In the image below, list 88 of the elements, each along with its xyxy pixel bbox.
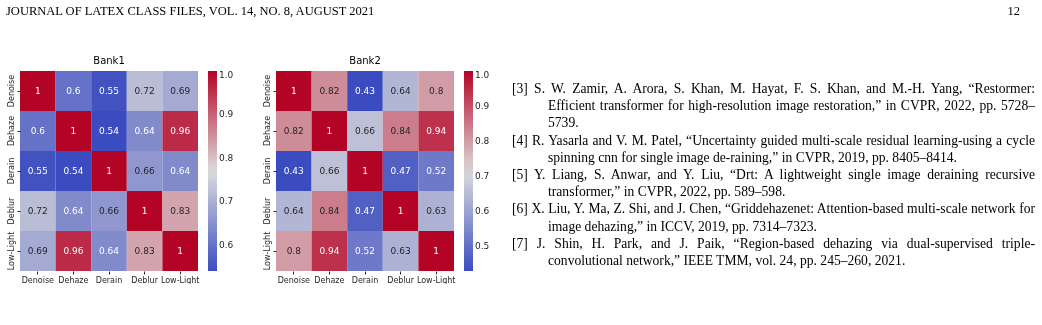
y-tick-label: Deblur — [6, 196, 16, 225]
data-label: 0.8 — [429, 86, 444, 96]
data-label: 1 — [70, 126, 77, 136]
data-label: 0.84 — [319, 206, 340, 216]
y-tick-label: Deblur — [262, 196, 272, 225]
color-bar-label: 0.9 — [219, 109, 234, 120]
data-label: 1 — [106, 166, 112, 176]
data-label: 0.54 — [63, 166, 84, 176]
data-label: 0.82 — [283, 126, 304, 136]
data-label: 1 — [141, 206, 148, 216]
data-label: 0.47 — [354, 206, 376, 216]
color-bar-label: 0.6 — [219, 239, 234, 250]
data-label: 1 — [433, 246, 440, 256]
data-label: 0.43 — [283, 166, 304, 176]
data-label: 0.63 — [426, 206, 447, 216]
y-tick-label: Derain — [6, 157, 16, 185]
color-bar-label: 0.8 — [219, 152, 234, 163]
x-tick-label: Deblur — [131, 275, 159, 285]
data-label: 0.96 — [63, 246, 84, 256]
color-bar-label: 0.7 — [219, 196, 234, 207]
color-bar-label: 1.0 — [219, 70, 234, 80]
x-tick-label: Derain — [351, 275, 379, 285]
data-label: 0.54 — [98, 126, 120, 136]
color-bar-label: 0.9 — [475, 101, 490, 112]
x-tick-label: Derain — [95, 275, 123, 285]
data-label: 0.66 — [319, 166, 340, 176]
text: JOURNAL OF LATEX CLASS FILES, VOL. 14, NO. 8, AUGUST 2021 — [6, 4, 375, 19]
text: 12 — [1007, 4, 1020, 19]
data-label: 0.6 — [30, 126, 46, 136]
data-label: 0.66 — [354, 126, 376, 136]
y-tick-label: Dehaze — [262, 115, 272, 147]
text: [3] S. W. Zamir, A. Arora, S. Khan, M. Hayat, F. S. Khan, and M.-H. Yang, “Restormer: Efficient transformer for high-resolution image restoration,” in CVPR, 2022, pp. 5728–5739. — [512, 80, 1035, 132]
color-bar-label: 0.6 — [475, 206, 490, 217]
color-bar-label: 1.0 — [475, 70, 490, 80]
data-label: 0.64 — [134, 126, 155, 136]
color-bar-label: 0.7 — [475, 171, 490, 182]
x-tick-label: Low-Light — [416, 275, 456, 285]
data-label: 0.64 — [170, 166, 191, 176]
text: [6] X. Liu, Y. Ma, Z. Shi, and J. Chen, “Griddehazenet: Attention-based multi-scale network for image dehazing,” in ICCV, 2019, pp. 7314–7323. — [512, 200, 1035, 235]
data-label: 1 — [290, 86, 297, 96]
data-label: 1 — [34, 86, 41, 96]
data-label: 1 — [362, 166, 368, 176]
data-label: 1 — [397, 206, 404, 216]
data-label: 0.64 — [98, 246, 120, 256]
data-label: 0.64 — [283, 206, 305, 216]
data-label: 0.83 — [170, 206, 191, 216]
color-bar-label: 0.5 — [475, 241, 490, 252]
data-label: 0.94 — [319, 246, 340, 256]
x-tick-label: Low-Light — [160, 275, 200, 285]
y-tick-label: Derain — [262, 157, 272, 185]
x-tick-label: Denoise — [21, 275, 55, 285]
data-label: 0.72 — [134, 86, 155, 96]
data-label: 0.8 — [286, 246, 302, 256]
color-bar-label: 0.8 — [475, 136, 490, 147]
data-label: 0.82 — [319, 86, 340, 96]
data-label: 0.52 — [354, 246, 376, 256]
data-label: 0.94 — [426, 126, 447, 136]
data-label: 0.96 — [170, 126, 191, 136]
text: [4] R. Yasarla and V. M. Patel, “Uncertainty guided multi-scale residual learning-using a cycle spinning cnn for single image de-raining,” in CVPR, 2019, pp. 8405–8414. — [512, 131, 1035, 167]
data-label: 0.52 — [426, 166, 447, 176]
y-tick-label: Dehaze — [6, 115, 16, 147]
data-label: 0.47 — [390, 166, 411, 176]
data-label: 0.83 — [134, 246, 155, 256]
data-label: 0.43 — [354, 86, 376, 96]
text: [5] Y. Liang, S. Anwar, and Y. Liu, “Drt: A lightweight single image deraining recursive transformer,” in CVPR, 2022, pp. 589–598. — [512, 166, 1035, 201]
data-label: 0.55 — [98, 86, 120, 96]
data-label: 0.69 — [27, 246, 49, 256]
data-label: 0.63 — [390, 246, 411, 256]
data-label: 1 — [177, 246, 184, 256]
data-label: 0.69 — [170, 86, 191, 96]
x-tick-label: Denoise — [277, 275, 311, 285]
data-label: 0.84 — [390, 126, 411, 136]
chart-title: Bank2 — [349, 55, 381, 66]
x-tick-label: Dehaze — [314, 275, 345, 285]
data-label: 0.64 — [390, 86, 411, 96]
x-tick-label: Dehaze — [58, 275, 89, 285]
data-label: 1 — [326, 126, 333, 136]
chart-title: Bank1 — [93, 55, 125, 66]
data-label: 0.66 — [134, 166, 155, 176]
data-label: 0.66 — [98, 206, 120, 216]
data-label: 0.72 — [27, 206, 48, 216]
y-tick-label: Denoise — [262, 74, 272, 108]
text: [7] J. Shin, H. Park, and J. Paik, “Region-based dehazing via dual-supervised triple-convolutional network,” IEEE TMM, vol. 24, pp. 245–260, 2021. — [512, 234, 1035, 270]
x-tick-label: Deblur — [387, 275, 415, 285]
data-label: 0.6 — [66, 86, 81, 96]
y-tick-label: Denoise — [6, 74, 16, 108]
data-label: 0.64 — [63, 206, 84, 216]
data-label: 0.55 — [27, 166, 48, 176]
